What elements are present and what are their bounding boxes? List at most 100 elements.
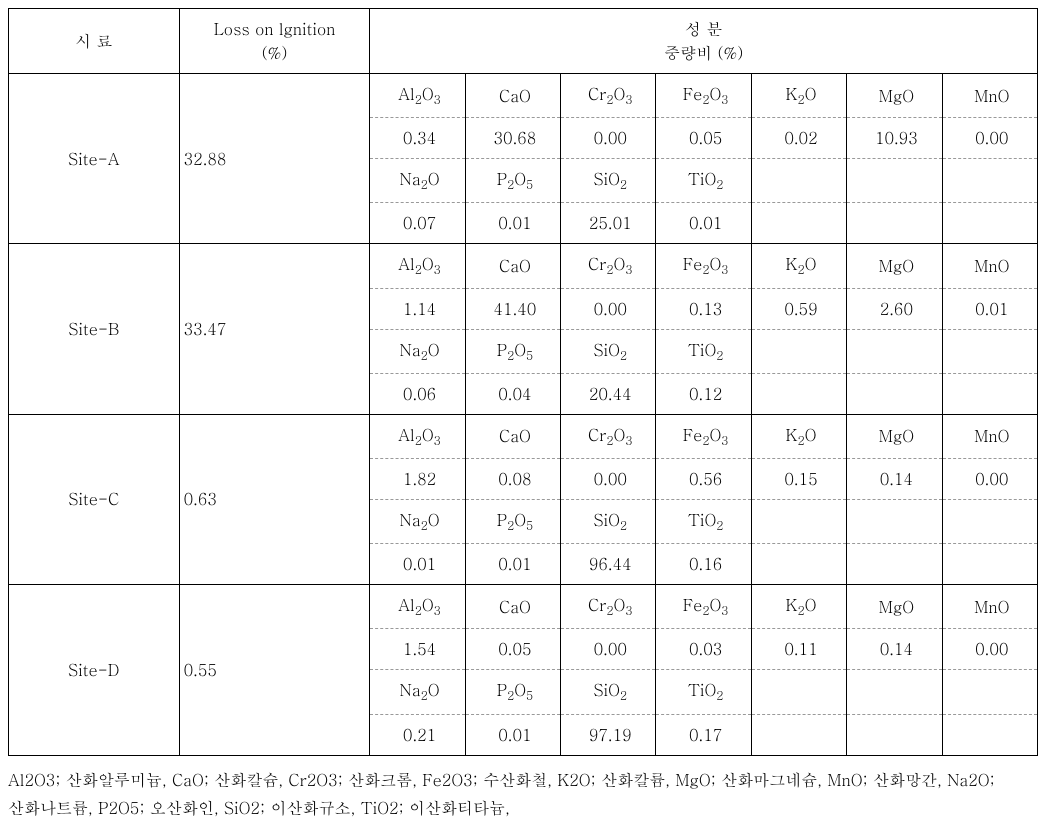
- compound-label: SiO2: [561, 159, 656, 203]
- compound-label: Cr2O3: [561, 585, 656, 629]
- compound-label: TiO2: [656, 499, 751, 543]
- empty-cell: [847, 159, 942, 203]
- empty-cell: [751, 499, 846, 543]
- compound-value: 2.60: [847, 288, 942, 329]
- header-sample: 시 료: [9, 9, 180, 74]
- empty-cell: [942, 544, 1037, 585]
- compound-label: CaO: [465, 585, 560, 629]
- compound-label: K2O: [751, 585, 846, 629]
- compound-label: TiO2: [656, 670, 751, 714]
- compound-value: 97.19: [561, 714, 656, 755]
- compound-value: 41.40: [465, 288, 560, 329]
- empty-cell: [751, 159, 846, 203]
- footnote-text: Al2O3; 산화알루미늄, CaO; 산화칼슘, Cr2O3; 산화크롬, F…: [8, 766, 1038, 824]
- empty-cell: [751, 670, 846, 714]
- compound-label: P2O5: [465, 329, 560, 373]
- compound-value: 0.01: [465, 203, 560, 244]
- compound-label: Al2O3: [370, 74, 465, 118]
- empty-cell: [847, 714, 942, 755]
- empty-cell: [942, 159, 1037, 203]
- compound-value: 0.16: [656, 544, 751, 585]
- compound-value: 0.08: [465, 458, 560, 499]
- header-comp-line2: 중량비 (%): [664, 41, 743, 64]
- compound-label: Cr2O3: [561, 244, 656, 288]
- compound-label: P2O5: [465, 499, 560, 543]
- site-loi: 0.55: [179, 585, 370, 755]
- compound-value: 0.34: [370, 118, 465, 159]
- site-loi: 0.63: [179, 414, 370, 584]
- empty-cell: [942, 203, 1037, 244]
- empty-cell: [751, 714, 846, 755]
- compound-value: 0.11: [751, 629, 846, 670]
- site-name: Site-B: [9, 244, 180, 414]
- header-loi-line2: (%): [262, 41, 288, 64]
- compound-value: 0.00: [942, 118, 1037, 159]
- header-loi-line1: Loss on lgnition: [214, 17, 336, 40]
- compound-label: Cr2O3: [561, 74, 656, 118]
- table-header-row: 시 료 Loss on lgnition (%) 성 분 중량비 (%): [9, 9, 1038, 74]
- compound-value: 0.05: [656, 118, 751, 159]
- compound-label: CaO: [465, 74, 560, 118]
- compound-value: 0.13: [656, 288, 751, 329]
- compound-value: 0.00: [942, 458, 1037, 499]
- empty-cell: [847, 329, 942, 373]
- compound-value: 0.01: [465, 544, 560, 585]
- empty-cell: [751, 203, 846, 244]
- compound-label: Fe2O3: [656, 414, 751, 458]
- compound-value: 20.44: [561, 373, 656, 414]
- compound-value: 0.14: [847, 629, 942, 670]
- site-name: Site-A: [9, 74, 180, 244]
- compound-value: 0.01: [942, 288, 1037, 329]
- compound-value: 0.12: [656, 373, 751, 414]
- empty-cell: [847, 203, 942, 244]
- table-row: Site-B 33.47 Al2O3 CaO Cr2O3 Fe2O3 K2O M…: [9, 244, 1038, 288]
- compound-label: MgO: [847, 244, 942, 288]
- compound-label: Al2O3: [370, 244, 465, 288]
- compound-value: 0.01: [656, 203, 751, 244]
- empty-cell: [751, 544, 846, 585]
- site-name: Site-D: [9, 585, 180, 755]
- compound-value: 0.01: [370, 544, 465, 585]
- compound-label: Al2O3: [370, 585, 465, 629]
- compound-value: 0.56: [656, 458, 751, 499]
- table-row: Site-D 0.55 Al2O3 CaO Cr2O3 Fe2O3 K2O Mg…: [9, 585, 1038, 629]
- compound-value: 1.54: [370, 629, 465, 670]
- compound-value: 0.04: [465, 373, 560, 414]
- compound-value: 0.59: [751, 288, 846, 329]
- compound-label: MnO: [942, 74, 1037, 118]
- compound-label: SiO2: [561, 499, 656, 543]
- compound-value: 0.00: [561, 118, 656, 159]
- compound-label: Fe2O3: [656, 244, 751, 288]
- compound-value: 0.06: [370, 373, 465, 414]
- site-loi: 33.47: [179, 244, 370, 414]
- compound-label: SiO2: [561, 670, 656, 714]
- empty-cell: [942, 329, 1037, 373]
- compound-value: 0.02: [751, 118, 846, 159]
- empty-cell: [942, 499, 1037, 543]
- compound-value: 0.14: [847, 458, 942, 499]
- compound-label: P2O5: [465, 670, 560, 714]
- compound-label: K2O: [751, 414, 846, 458]
- compound-label: P2O5: [465, 159, 560, 203]
- compound-value: 0.01: [465, 714, 560, 755]
- compound-label: MnO: [942, 414, 1037, 458]
- compound-label: Fe2O3: [656, 74, 751, 118]
- compound-label: MgO: [847, 74, 942, 118]
- compound-value: 1.14: [370, 288, 465, 329]
- site-loi: 32.88: [179, 74, 370, 244]
- compound-value: 1.82: [370, 458, 465, 499]
- compound-label: Al2O3: [370, 414, 465, 458]
- compound-label: Na2O: [370, 499, 465, 543]
- compound-value: 0.15: [751, 458, 846, 499]
- compound-value: 0.07: [370, 203, 465, 244]
- empty-cell: [847, 544, 942, 585]
- empty-cell: [847, 670, 942, 714]
- compound-value: 0.00: [942, 629, 1037, 670]
- table-row: Site-C 0.63 Al2O3 CaO Cr2O3 Fe2O3 K2O Mg…: [9, 414, 1038, 458]
- compound-value: 0.00: [561, 629, 656, 670]
- compound-value: 0.03: [656, 629, 751, 670]
- compound-value: 0.17: [656, 714, 751, 755]
- compound-label: Na2O: [370, 329, 465, 373]
- empty-cell: [847, 499, 942, 543]
- compound-value: 0.00: [561, 288, 656, 329]
